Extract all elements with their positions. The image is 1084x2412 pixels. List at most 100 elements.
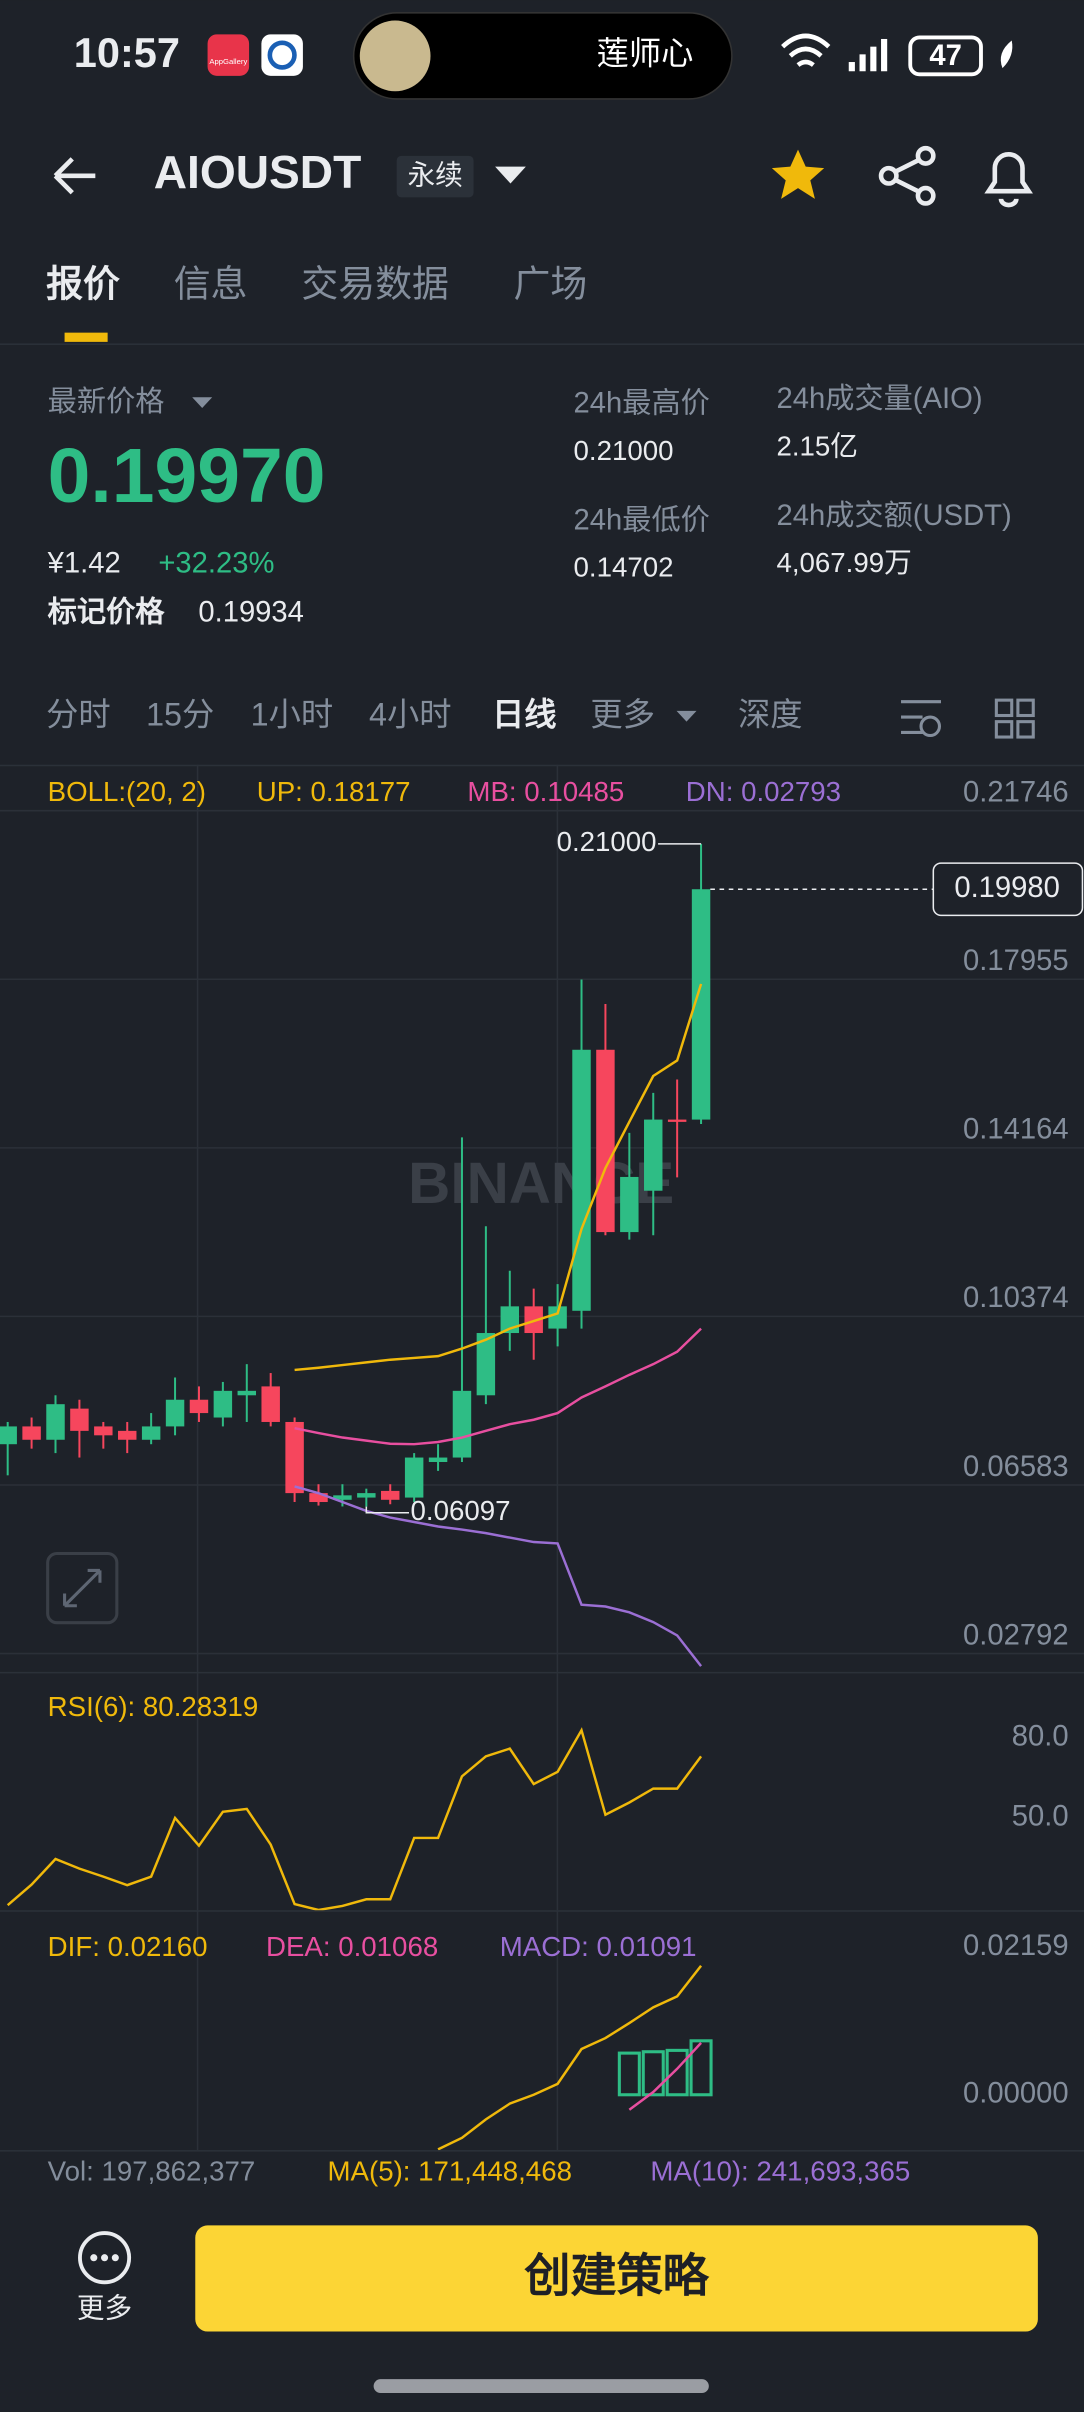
divider bbox=[0, 764, 1084, 767]
more-icon-dots bbox=[90, 2254, 119, 2262]
tab[interactable]: 广场 bbox=[514, 263, 588, 304]
y-tick-label: 0.06583 bbox=[963, 1451, 1069, 1483]
more-button[interactable] bbox=[78, 2231, 132, 2285]
candle-body bbox=[381, 1490, 400, 1500]
dynamic-island bbox=[352, 12, 733, 100]
app-icon bbox=[207, 34, 250, 76]
boll-line bbox=[294, 983, 703, 1372]
price-change: +32.23% bbox=[158, 548, 274, 580]
candle-body bbox=[524, 1306, 543, 1334]
boll-legend: BOLL:(20, 2) bbox=[48, 776, 206, 807]
candle-body bbox=[309, 1493, 328, 1503]
divider bbox=[0, 2150, 1084, 2152]
candle-body bbox=[452, 1390, 472, 1458]
last-price: 0.19970 bbox=[48, 433, 326, 519]
symbol-dropdown[interactable] bbox=[495, 166, 526, 184]
grid-line-vertical bbox=[196, 764, 199, 2151]
share-button[interactable] bbox=[878, 145, 936, 206]
divider bbox=[0, 1671, 1084, 1674]
alert-button[interactable] bbox=[984, 152, 1033, 208]
last-price-label: 0.19980 bbox=[954, 872, 1060, 904]
coin-avatar bbox=[359, 20, 431, 92]
candle-body bbox=[476, 1333, 496, 1396]
candle-body bbox=[237, 1390, 257, 1396]
divider bbox=[0, 343, 1084, 345]
candle-body bbox=[404, 1457, 424, 1498]
interval[interactable]: 日线 bbox=[492, 697, 557, 733]
macd-bar bbox=[665, 2048, 689, 2097]
interval[interactable]: 分时 bbox=[46, 697, 111, 733]
indicator-settings[interactable] bbox=[901, 700, 942, 738]
boll-line bbox=[294, 1327, 702, 1446]
tab-indicator bbox=[64, 332, 108, 342]
candle-body bbox=[596, 1049, 615, 1233]
more-dropdown[interactable] bbox=[676, 710, 697, 722]
y-tick-label: 0.02159 bbox=[963, 1930, 1069, 1962]
dif-line bbox=[437, 1964, 703, 2151]
interval[interactable]: 15分 bbox=[146, 697, 214, 733]
create-strategy-button[interactable] bbox=[195, 2225, 1038, 2332]
volume-ma5: MA(5): 171,448,468 bbox=[328, 2155, 572, 2186]
macd-bar bbox=[641, 2050, 665, 2097]
candle-body bbox=[94, 1426, 113, 1436]
interval[interactable]: 深度 bbox=[738, 697, 803, 733]
tab[interactable]: 信息 bbox=[174, 263, 248, 304]
interval[interactable]: 更多 bbox=[590, 697, 655, 733]
rsi-legend: RSI(6): 80.28319 bbox=[48, 1691, 259, 1722]
last-price-box bbox=[932, 862, 1084, 917]
stat-label: 24h成交量(AIO) bbox=[776, 382, 982, 415]
price-dropdown[interactable] bbox=[192, 397, 213, 408]
y-tick-label: 0.21746 bbox=[963, 776, 1069, 808]
back-button[interactable] bbox=[53, 157, 96, 195]
y-tick-label: 0.00000 bbox=[963, 2077, 1069, 2109]
symbol: AIOUSDT bbox=[154, 146, 362, 198]
layout-button[interactable] bbox=[994, 698, 1035, 739]
candle-body bbox=[46, 1404, 65, 1440]
candle-body bbox=[165, 1399, 185, 1427]
candle-body bbox=[548, 1306, 567, 1329]
candle-body bbox=[213, 1390, 233, 1418]
candle-body bbox=[428, 1457, 448, 1462]
volume-ma10: MA(10): 241,693,365 bbox=[650, 2155, 910, 2186]
more-label: 更多 bbox=[77, 2292, 132, 2323]
candle-body bbox=[0, 1426, 17, 1445]
cny-price: ¥1.42 bbox=[47, 548, 121, 580]
stat-label: 24h成交额(USDT) bbox=[776, 499, 1011, 532]
boll-up-legend: UP: 0.18177 bbox=[257, 776, 411, 807]
stat-label: 24h最高价 bbox=[574, 387, 710, 420]
divider bbox=[0, 1910, 1084, 1912]
app-icon-glyph bbox=[267, 40, 297, 70]
favorite-button[interactable] bbox=[771, 149, 825, 199]
dea-legend: DEA: 0.01068 bbox=[266, 1931, 438, 1962]
candle-body bbox=[285, 1421, 304, 1494]
signal-icon bbox=[848, 38, 888, 72]
tab[interactable]: 交易数据 bbox=[301, 263, 449, 304]
interval[interactable]: 1小时 bbox=[251, 697, 333, 733]
stat-value: 4,067.99万 bbox=[776, 547, 911, 578]
candle-body bbox=[189, 1399, 209, 1414]
boll-mb-legend: MB: 0.10485 bbox=[467, 776, 624, 807]
notification-text: 莲师心 bbox=[597, 35, 694, 71]
mark-price: 0.19934 bbox=[198, 597, 304, 629]
y-tick-label: 0.14164 bbox=[963, 1114, 1069, 1146]
stat-value: 2.15亿 bbox=[776, 430, 857, 461]
y-tick-label: 0.02792 bbox=[963, 1619, 1069, 1651]
contract-tag: 永续 bbox=[407, 160, 462, 191]
boll-line bbox=[294, 1485, 703, 1667]
grid-line-vertical bbox=[556, 764, 559, 2151]
candle-body bbox=[70, 1408, 89, 1431]
tab[interactable]: 报价 bbox=[46, 263, 120, 304]
mark-price-label: 标记价格 bbox=[48, 596, 166, 629]
interval[interactable]: 4小时 bbox=[369, 697, 451, 733]
y-tick-label: 50.0 bbox=[1012, 1801, 1069, 1833]
macd-bar bbox=[689, 2039, 713, 2097]
candle-body bbox=[691, 889, 711, 1120]
candle-body bbox=[141, 1426, 161, 1440]
candle-body bbox=[261, 1386, 280, 1422]
leaf-icon bbox=[1000, 40, 1013, 69]
dea-line bbox=[628, 2042, 702, 2111]
rsi-line bbox=[6, 1727, 703, 1912]
candle-body bbox=[333, 1495, 352, 1500]
expand-button[interactable] bbox=[46, 1551, 119, 1625]
